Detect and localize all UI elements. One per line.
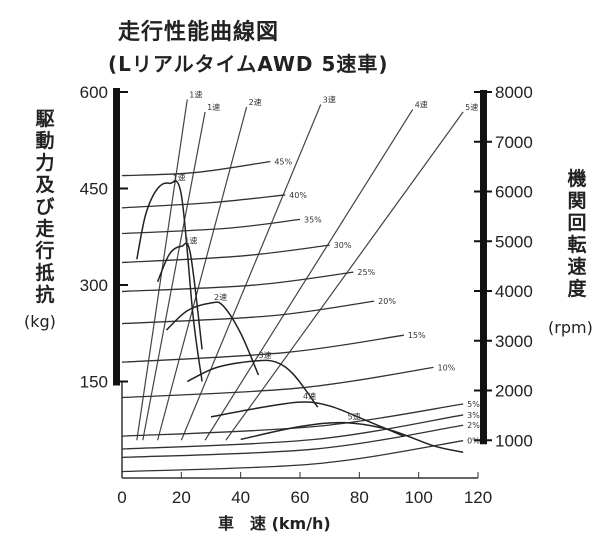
- resistance-curve: [121, 194, 286, 209]
- resistance-curve: [121, 414, 464, 450]
- driving-force-curve: [136, 180, 203, 382]
- resistance-curve: [121, 440, 464, 473]
- resistance-curve: [121, 160, 271, 177]
- resistance-curve: [121, 300, 375, 325]
- y-axis-right-bar: [480, 90, 487, 445]
- driving-force-curve: [186, 359, 319, 408]
- resistance-label: 45%: [274, 157, 292, 166]
- x-tick-label: 60: [291, 488, 310, 507]
- driving-force-curve: [156, 242, 203, 350]
- y-right-tick-label: 5000: [495, 232, 533, 251]
- resistance-label: 35%: [304, 215, 322, 224]
- gear-rpm-line: [157, 106, 248, 441]
- y-axis-left-bar: [113, 88, 120, 386]
- resistance-label: 2%: [467, 421, 480, 430]
- resistance-curve: [121, 334, 404, 363]
- chart-title: 走行性能曲線図: [118, 20, 280, 45]
- resistance-curve: [121, 218, 301, 235]
- driving-force-label: 5速: [348, 413, 361, 422]
- y-left-tick-label: 300: [80, 276, 108, 295]
- y-axis-right-unit: (rpm): [548, 318, 593, 337]
- driving-force-label: 3速: [259, 351, 272, 360]
- resistance-curve: [121, 271, 354, 293]
- gear-rpm-label: 1速: [207, 103, 220, 112]
- driving-force-curve: [165, 301, 260, 376]
- gear-rpm-label: 1速: [189, 90, 202, 99]
- resistance-label: 0%: [467, 437, 480, 446]
- x-tick-label: 40: [231, 488, 250, 507]
- driving-force-curve: [240, 421, 464, 453]
- resistance-label: 10%: [438, 363, 456, 372]
- gear-rpm-line: [142, 111, 206, 441]
- driving-force-label: 4速: [303, 392, 316, 401]
- gear-rpm-line: [180, 104, 322, 441]
- resistance-label: 30%: [334, 241, 352, 250]
- gear-rpm-label: 5速: [465, 103, 478, 112]
- resistance-curve: [121, 424, 464, 459]
- y-left-tick-label: 450: [80, 180, 108, 199]
- driving-force-label: 1速: [172, 173, 185, 182]
- x-tick-label: 120: [464, 488, 492, 507]
- gear-rpm-label: 2速: [249, 98, 262, 107]
- y-axis-right-label: 機 関 回 転 速 度: [567, 168, 587, 300]
- y-right-tick-label: 7000: [495, 133, 533, 152]
- chart-subtitle: (LリアルタイムAWD 5速車): [108, 52, 389, 76]
- driving-force-label: 1速: [184, 236, 197, 245]
- y-left-tick-label: 600: [80, 83, 108, 102]
- y-left-tick-label: 150: [80, 373, 108, 392]
- y-right-tick-label: 1000: [495, 431, 533, 450]
- resistance-label: 5%: [467, 400, 480, 409]
- gear-rpm-label: 3速: [323, 95, 336, 104]
- driving-force-label: 2速: [214, 293, 227, 302]
- resistance-curve: [121, 244, 330, 264]
- y-right-tick-label: 2000: [495, 382, 533, 401]
- resistance-label: 40%: [289, 191, 307, 200]
- resistance-label: 3%: [467, 411, 480, 420]
- resistance-label: 15%: [408, 331, 426, 340]
- x-axis-label: 車 速 (km/h): [218, 514, 331, 533]
- x-tick-label: 0: [117, 488, 126, 507]
- gear-rpm-line: [225, 111, 464, 441]
- gear-rpm-line: [204, 109, 414, 441]
- y-right-tick-label: 6000: [495, 183, 533, 202]
- y-axis-left-label: 駆 動 力 及 び 走 行 抵 抗: [35, 108, 55, 306]
- y-axis-left-unit: (kg): [24, 312, 56, 331]
- resistance-curve: [121, 366, 434, 399]
- resistance-curve: [121, 403, 464, 437]
- y-right-tick-label: 8000: [495, 83, 533, 102]
- x-tick-label: 100: [404, 488, 432, 507]
- x-tick-label: 80: [350, 488, 369, 507]
- driving-force-curve: [210, 401, 405, 437]
- y-right-tick-label: 4000: [495, 282, 533, 301]
- resistance-label: 20%: [378, 297, 396, 306]
- x-tick-label: 20: [172, 488, 191, 507]
- gear-rpm-label: 4速: [415, 100, 428, 109]
- resistance-label: 25%: [357, 268, 375, 277]
- y-right-tick-label: 3000: [495, 332, 533, 351]
